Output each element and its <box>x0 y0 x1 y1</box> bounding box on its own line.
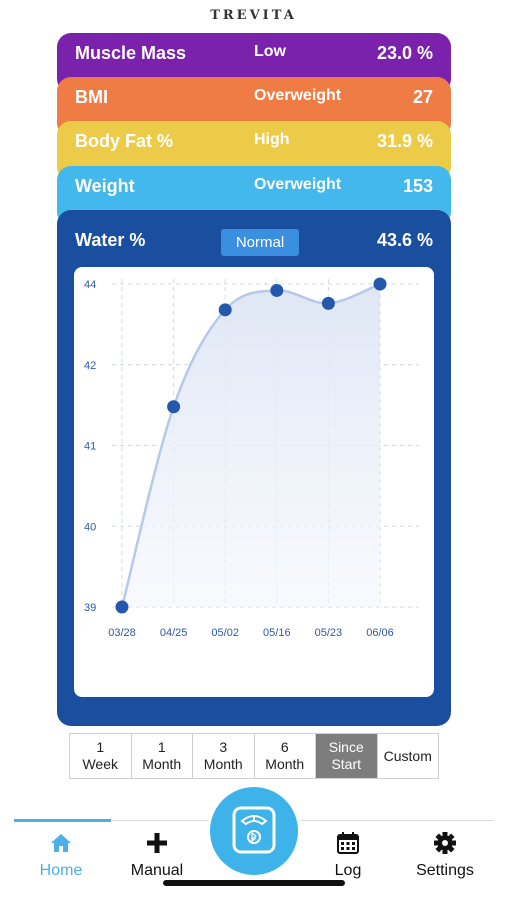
y-tick-label: 39 <box>84 602 96 614</box>
metric-status: Low <box>254 43 286 60</box>
bottom-nav: Home Manual Log <box>0 818 507 900</box>
metric-value: 27 <box>412 87 433 107</box>
x-tick-label: 06/06 <box>366 627 394 639</box>
water-panel: Water % Normal 43.6 % 39 40 41 42 44 03/28 04… <box>57 210 451 726</box>
x-tick-label: 03/28 <box>108 627 136 639</box>
range-since-start[interactable]: Since Start <box>316 734 378 778</box>
water-chart: 39 40 41 42 44 03/28 04/25 05/02 05/16 05/23 06/0… <box>74 267 434 697</box>
plus-icon <box>112 830 202 858</box>
metric-status: Overweight <box>254 176 342 193</box>
metric-name: Weight <box>75 176 135 196</box>
water-value: 43.6 % <box>376 230 433 250</box>
water-title: Water % <box>75 230 146 250</box>
range-3-month[interactable]: 3 Month <box>193 734 255 778</box>
range-custom[interactable]: Custom <box>377 734 438 778</box>
y-tick-label: 42 <box>84 360 96 372</box>
x-tick-label: 04/25 <box>160 627 188 639</box>
x-tick-label: 05/23 <box>315 627 343 639</box>
water-chart-svg: 39 40 41 42 44 03/28 04/25 05/02 05/16 05/23 06/0… <box>84 277 419 639</box>
y-tick-label: 41 <box>84 441 96 453</box>
y-tick-label: 44 <box>84 279 96 291</box>
range-6-month[interactable]: 6 Month <box>254 734 316 778</box>
y-tick-label: 40 <box>84 521 96 533</box>
brand-logo: TREVITA <box>210 8 297 23</box>
calendar-icon <box>303 830 393 858</box>
nav-active-indicator <box>14 819 111 822</box>
metric-value: 31.9 % <box>376 131 433 151</box>
nav-log-label: Log <box>334 862 362 879</box>
metric-value: 23.0 % <box>376 43 433 63</box>
nav-log[interactable]: Log <box>303 830 393 880</box>
range-1-month[interactable]: 1 Month <box>131 734 193 778</box>
weigh-scale-button[interactable] <box>207 784 301 878</box>
nav-manual[interactable]: Manual <box>112 830 202 880</box>
x-tick-label: 05/16 <box>263 627 291 639</box>
nav-settings[interactable]: Settings <box>400 830 490 880</box>
data-point[interactable] <box>373 277 387 291</box>
nav-home-label: Home <box>39 862 83 879</box>
metric-status: Overweight <box>254 87 342 104</box>
home-indicator <box>163 880 345 886</box>
metric-status: High <box>254 131 290 148</box>
data-point[interactable] <box>115 600 129 614</box>
scale-icon <box>232 806 276 854</box>
metric-value: 153 <box>402 176 433 196</box>
home-icon <box>16 830 106 858</box>
series-area <box>122 284 380 607</box>
metric-name: Muscle Mass <box>75 43 187 63</box>
data-point[interactable] <box>321 296 335 310</box>
data-point[interactable] <box>167 400 181 414</box>
metric-name: Body Fat % <box>75 131 174 151</box>
nav-home[interactable]: Home <box>16 830 106 880</box>
data-point[interactable] <box>270 283 284 297</box>
water-status-badge: Normal <box>221 229 299 256</box>
metric-name: BMI <box>75 87 108 107</box>
x-tick-label: 05/02 <box>211 627 239 639</box>
nav-settings-label: Settings <box>416 862 474 879</box>
data-point[interactable] <box>218 303 232 317</box>
gear-icon <box>400 830 490 858</box>
time-range-selector: 1 Week 1 Month 3 Month 6 Month Since Sta… <box>69 733 439 779</box>
nav-manual-label: Manual <box>130 862 184 879</box>
range-1-week[interactable]: 1 Week <box>70 734 132 778</box>
